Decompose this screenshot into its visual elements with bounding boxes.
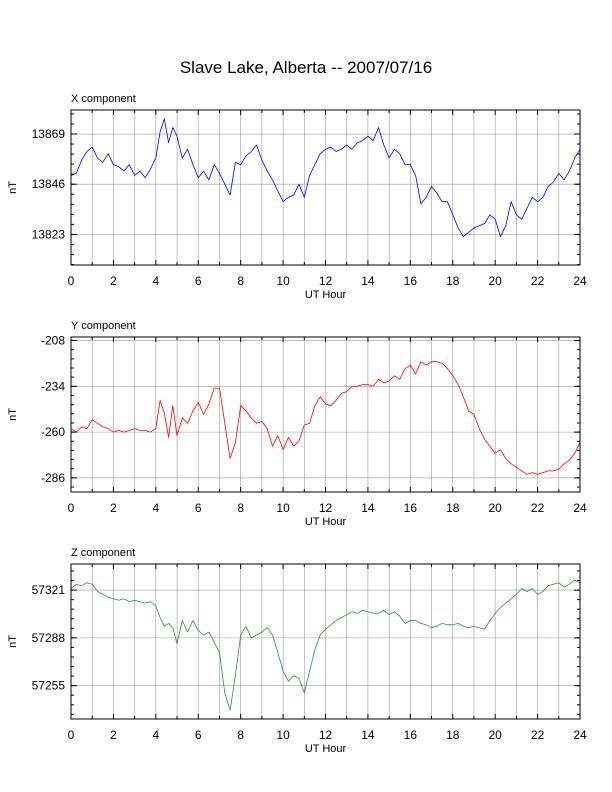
x-tick-label: 4 (152, 501, 159, 515)
z-component-label: Z component (71, 547, 135, 559)
x-tick-label: 20 (488, 501, 502, 515)
x-tick-label: 8 (237, 274, 244, 288)
x-tick-label: 24 (573, 728, 587, 742)
x-tick-label: 0 (68, 501, 75, 515)
x-tick-label: 22 (531, 728, 545, 742)
x-tick-label: 6 (195, 728, 202, 742)
x-axis-title: UT Hour (305, 743, 347, 755)
y-axis-title: nT (7, 635, 19, 648)
x-tick-label: 8 (237, 728, 244, 742)
x-tick-label: 18 (446, 274, 460, 288)
y-tick-label: 13869 (32, 127, 66, 141)
x-tick-label: 0 (68, 274, 75, 288)
x-tick-label: 16 (404, 274, 418, 288)
page-title: Slave Lake, Alberta -- 2007/07/16 (179, 58, 433, 77)
x-tick-label: 20 (488, 274, 502, 288)
x-tick-label: 4 (152, 274, 159, 288)
x-tick-label: 14 (361, 728, 375, 742)
x-tick-label: 6 (195, 501, 202, 515)
y-tick-label: -234 (41, 379, 65, 393)
x-tick-label: 24 (573, 274, 587, 288)
x-component-label: X component (71, 93, 136, 105)
x-tick-label: 12 (319, 501, 333, 515)
y-series-line (70, 361, 581, 475)
x-tick-label: 24 (573, 501, 587, 515)
y-axis-title: nT (7, 181, 19, 194)
x-tick-label: 22 (531, 274, 545, 288)
y-component-label: Y component (71, 320, 136, 332)
y-tick-label: 13823 (32, 227, 66, 241)
x-tick-label: 12 (319, 728, 333, 742)
x-tick-label: 2 (110, 728, 117, 742)
x-tick-label: 20 (488, 728, 502, 742)
z-series-line (70, 579, 581, 711)
x-tick-label: 10 (276, 274, 290, 288)
x-series-line (70, 118, 581, 238)
x-axis-title: UT Hour (305, 289, 347, 301)
y-tick-label: 57288 (32, 631, 66, 645)
x-tick-label: 4 (152, 728, 159, 742)
x-tick-label: 14 (361, 274, 375, 288)
y-tick-label: -286 (41, 471, 65, 485)
x-tick-label: 16 (404, 501, 418, 515)
x-tick-label: 2 (110, 274, 117, 288)
x-tick-label: 22 (531, 501, 545, 515)
x-tick-label: 18 (446, 501, 460, 515)
x-tick-label: 10 (276, 728, 290, 742)
y-tick-label: -208 (41, 334, 65, 348)
x-tick-label: 8 (237, 501, 244, 515)
x-tick-label: 10 (276, 501, 290, 515)
y-tick-label: 13846 (32, 177, 66, 191)
x-tick-label: 14 (361, 501, 375, 515)
x-tick-label: 6 (195, 274, 202, 288)
x-tick-label: 2 (110, 501, 117, 515)
x-axis-title: UT Hour (305, 516, 347, 528)
x-tick-label: 18 (446, 728, 460, 742)
y-tick-label: 57321 (32, 583, 66, 597)
y-axis-title: nT (7, 408, 19, 421)
x-tick-label: 12 (319, 274, 333, 288)
y-tick-label: -260 (41, 425, 65, 439)
x-tick-label: 16 (404, 728, 418, 742)
y-tick-label: 57255 (32, 679, 66, 693)
x-tick-label: 0 (68, 728, 75, 742)
